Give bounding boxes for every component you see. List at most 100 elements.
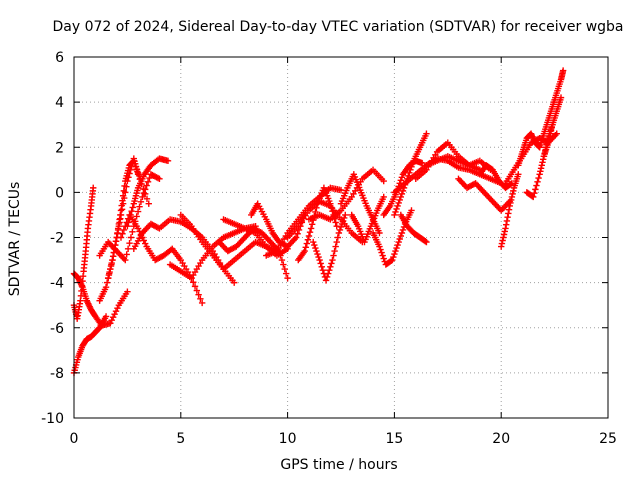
data-point — [515, 171, 522, 178]
data-point — [407, 166, 414, 174]
data-point — [190, 279, 197, 286]
data-point — [282, 242, 290, 249]
data-point — [333, 223, 340, 230]
data-point — [137, 198, 145, 205]
data-series-arc-20 — [337, 171, 383, 237]
data-point — [547, 130, 554, 137]
data-point — [130, 157, 138, 164]
data-point — [164, 157, 172, 164]
data-point — [399, 226, 407, 234]
data-point — [502, 221, 510, 228]
data-point — [507, 196, 515, 204]
data-point — [334, 234, 341, 241]
data-point — [329, 256, 336, 264]
data-point — [391, 211, 398, 219]
data-point — [131, 160, 139, 167]
data-series-arc-6 — [96, 171, 163, 264]
data-point — [301, 247, 308, 255]
data-point — [136, 203, 143, 210]
data-point — [377, 246, 384, 253]
data-point — [134, 169, 142, 177]
data-series-arc-18 — [310, 211, 349, 284]
data-point — [548, 124, 555, 131]
data-point — [282, 270, 290, 277]
data-point — [503, 217, 511, 225]
data-series-arc-26 — [391, 130, 430, 219]
data-point — [539, 159, 546, 166]
data-point — [123, 251, 130, 258]
data-series-arc-16 — [284, 198, 366, 246]
data-point — [124, 245, 132, 252]
data-point — [510, 187, 517, 195]
data-point — [395, 238, 402, 246]
data-point — [117, 234, 125, 241]
data-point — [117, 207, 125, 214]
data-point — [312, 244, 319, 252]
data-point — [331, 247, 338, 255]
data-point — [396, 196, 403, 204]
data-point — [341, 214, 348, 222]
data-point — [423, 130, 430, 137]
data-point — [144, 178, 152, 186]
y-tick-label: 0 — [55, 185, 64, 201]
data-point — [313, 204, 320, 211]
data-point — [140, 189, 147, 197]
data-point — [506, 202, 513, 210]
data-point — [167, 246, 175, 254]
data-point — [122, 256, 129, 264]
data-point — [313, 247, 320, 255]
data-point — [143, 182, 150, 189]
data-point — [119, 197, 126, 204]
data-point — [379, 252, 386, 259]
data-point — [140, 237, 147, 244]
data-point — [197, 295, 204, 302]
data-series-arc-24 — [397, 211, 430, 246]
data-point — [408, 207, 415, 214]
data-series-arc-5 — [104, 157, 144, 282]
data-point — [509, 190, 516, 198]
data-point — [323, 273, 331, 281]
data-point — [90, 184, 97, 192]
data-point — [315, 253, 322, 261]
data-point — [501, 228, 508, 235]
data-point — [322, 277, 330, 284]
data-point — [104, 274, 112, 282]
data-point — [507, 180, 515, 188]
data-point — [114, 225, 122, 232]
data-point — [112, 238, 120, 245]
data-point — [505, 206, 513, 213]
data-point — [109, 253, 117, 260]
data-point — [339, 217, 347, 225]
data-point — [108, 259, 115, 267]
data-point — [111, 311, 118, 318]
x-tick-label: 10 — [279, 431, 297, 447]
data-point — [406, 169, 413, 177]
data-point — [193, 287, 201, 294]
y-tick-label: 2 — [55, 140, 64, 156]
data-point — [337, 186, 345, 194]
data-point — [306, 229, 314, 236]
y-tick-label: -6 — [50, 321, 64, 337]
data-point — [198, 299, 206, 307]
data-point — [307, 225, 315, 232]
data-point — [395, 199, 402, 207]
data-point — [292, 234, 300, 241]
data-point — [535, 174, 542, 182]
data-point — [399, 187, 407, 195]
data-point — [133, 213, 140, 220]
data-point — [123, 219, 130, 226]
data-point — [398, 174, 406, 181]
data-point — [390, 253, 397, 261]
data-point — [402, 178, 410, 186]
y-tick-label: -4 — [50, 276, 64, 292]
data-point — [332, 219, 339, 226]
data-point — [145, 200, 152, 207]
data-point — [115, 220, 123, 228]
data-point — [508, 193, 516, 201]
data-point — [195, 291, 202, 298]
data-series-arc-14 — [248, 200, 308, 250]
data-series-arc-7 — [124, 155, 172, 230]
data-point — [376, 229, 383, 237]
y-axis-title: SDTVAR / TECUs — [7, 182, 23, 297]
data-point — [305, 232, 313, 240]
